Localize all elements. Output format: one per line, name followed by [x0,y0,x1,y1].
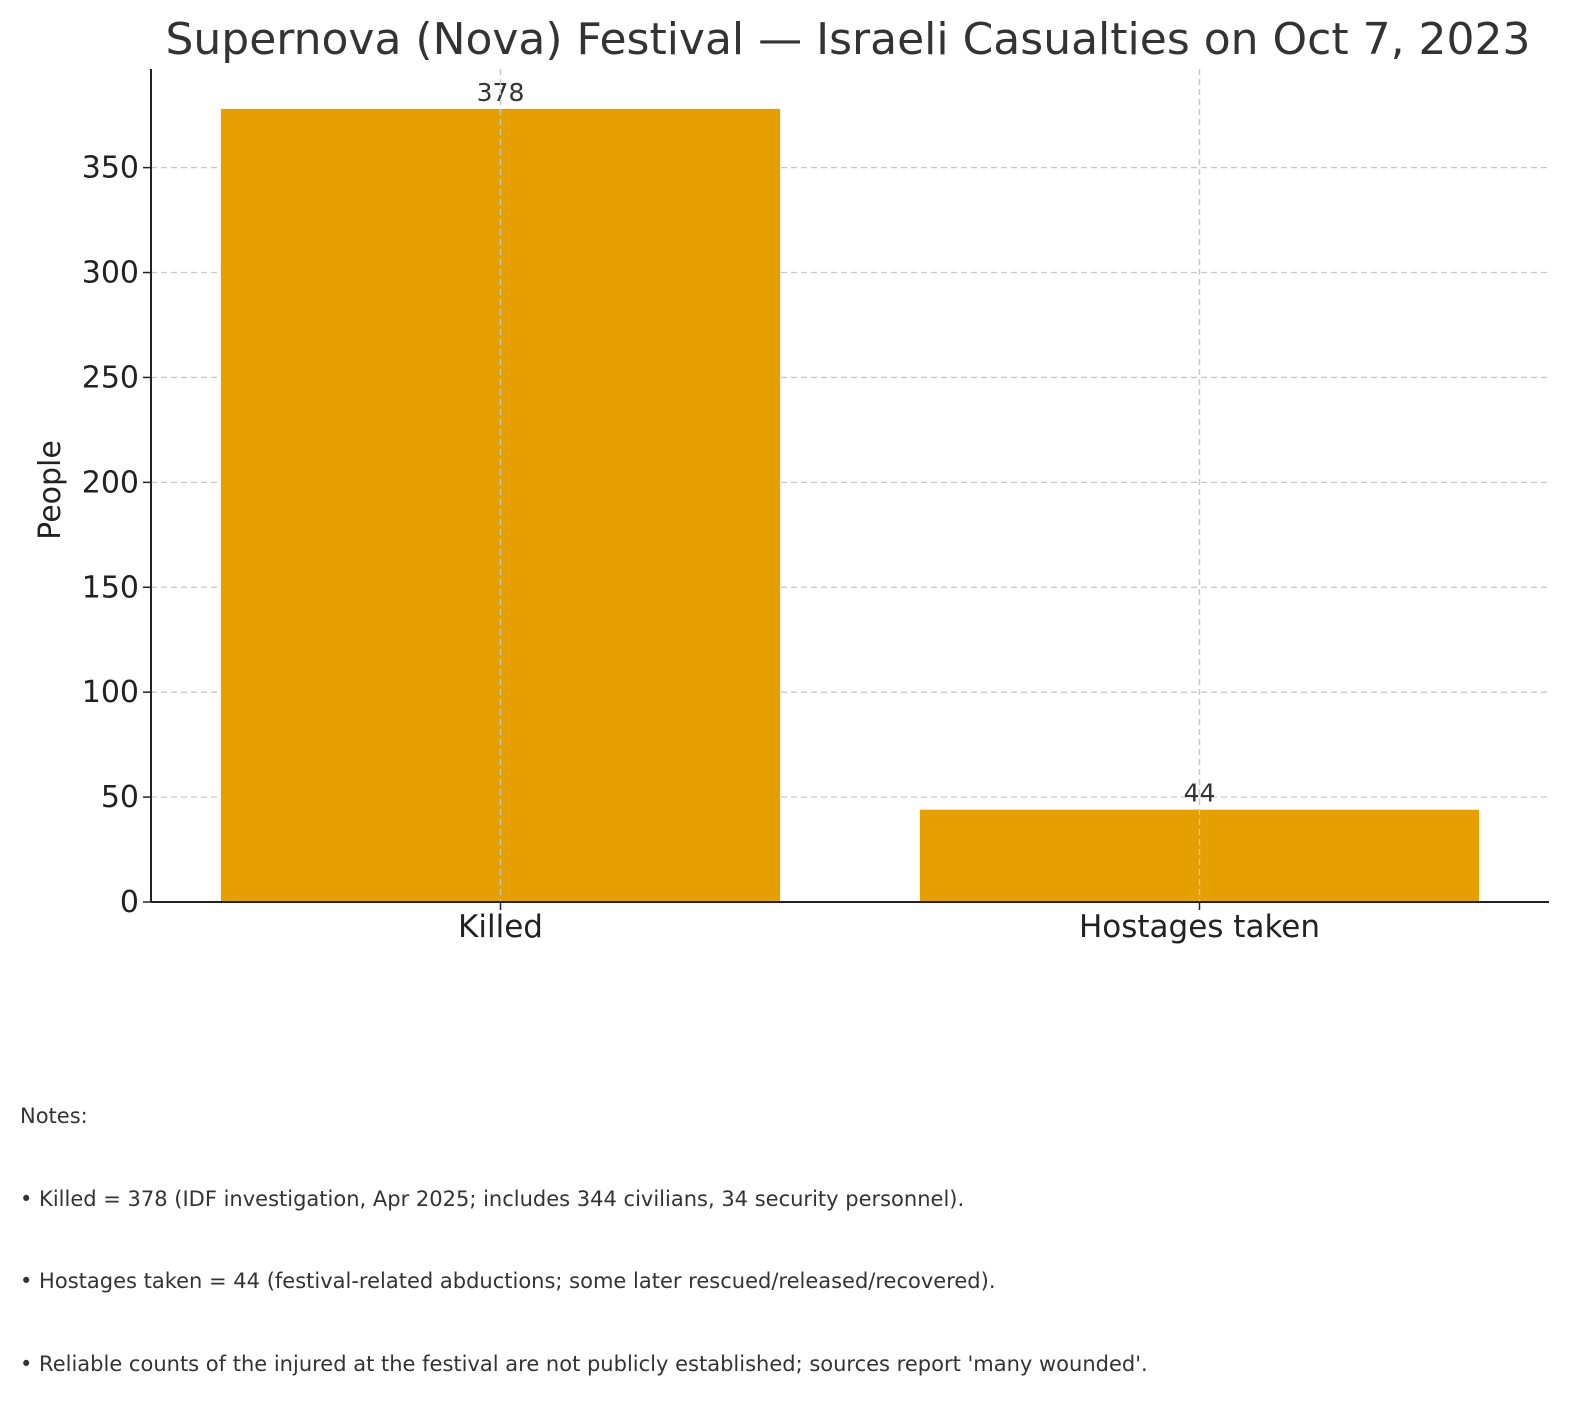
y-tick-label: 100 [82,675,139,710]
y-tick-label: 300 [82,256,139,291]
notes-block: Notes: • Killed = 378 (IDF investigation… [20,1048,1148,1406]
y-axis-label: People [33,440,68,540]
notes-heading: Notes: [20,1104,88,1128]
note-line-injured: • Reliable counts of the injured at the … [20,1351,1148,1376]
y-tick-label: 150 [82,570,139,605]
note-line-hostages: • Hostages taken = 44 (festival-related … [20,1269,996,1293]
x-tick-label: Killed [458,909,543,945]
chart-title: Supernova (Nova) Festival — Israeli Casu… [165,14,1530,65]
y-tick-label: 350 [82,151,139,186]
y-tick-label: 250 [82,360,139,395]
y-tick-label: 50 [101,780,139,815]
bar-hostages-taken [919,809,1480,902]
bar-chart: Supernova (Nova) Festival — Israeli Casu… [33,14,1549,945]
x-tick-label: Hostages taken [1079,909,1320,945]
axes: 0 50 100 150 200 250 300 350 Killed Hostages take… [82,69,1549,945]
y-tick-label: 0 [120,885,139,920]
y-tick-label: 200 [82,465,139,500]
note-line-killed: • Killed = 378 (IDF investigation, Apr 2… [20,1186,965,1211]
